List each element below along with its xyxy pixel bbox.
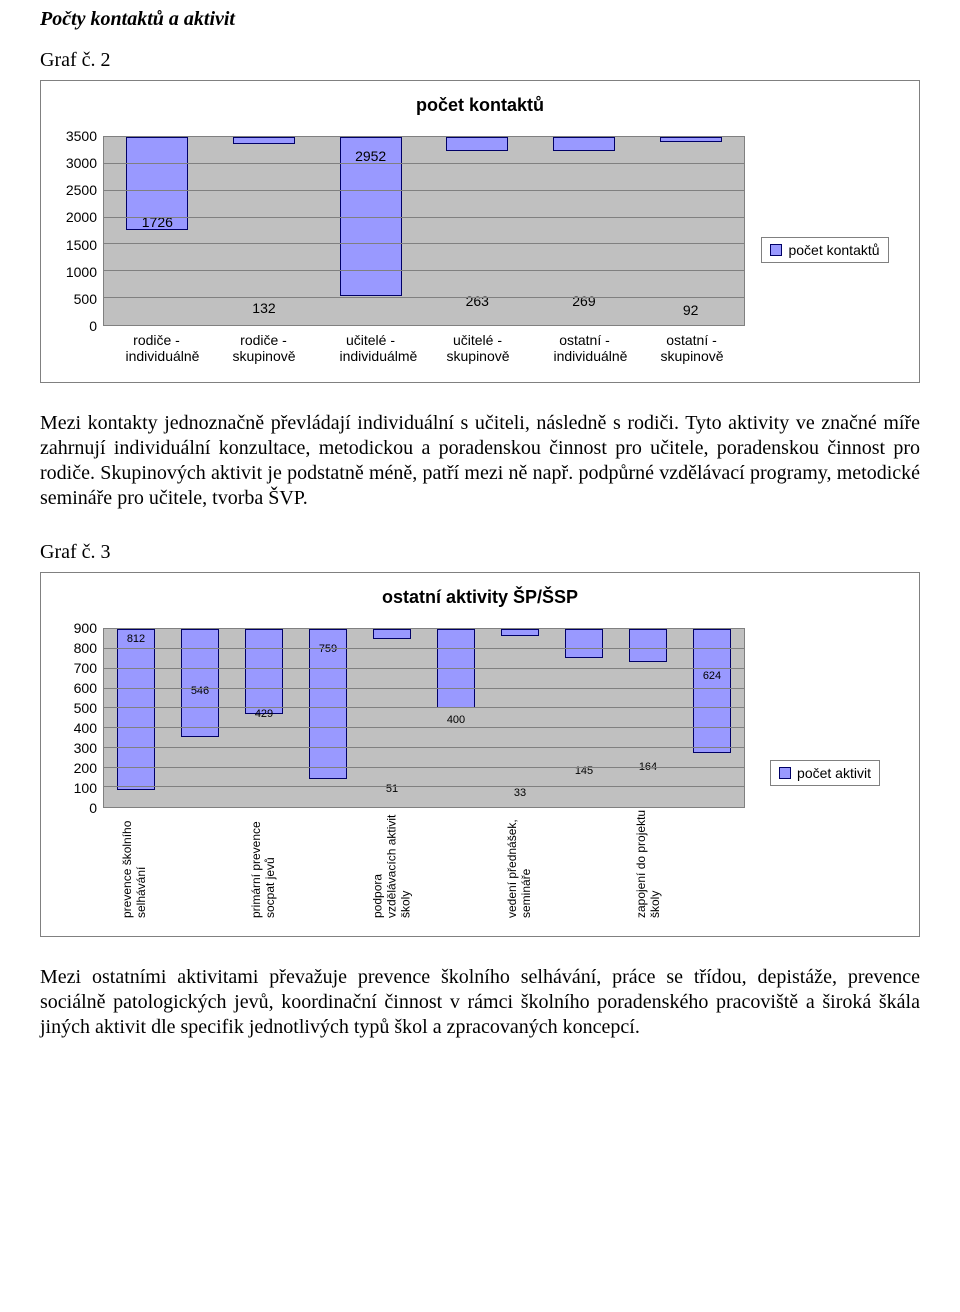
chart2-category: prevence školního selhávání — [121, 808, 149, 918]
chart2-ytick: 700 — [55, 660, 97, 676]
chart1-bar — [660, 137, 722, 142]
chart-1: počet kontaktů 0 500 1000 1500 2000 2500 3000 3… — [40, 80, 920, 383]
chart2-yaxis: 0100200300400500600700800900 — [55, 628, 103, 808]
chart1-category: rodiče -skupinově — [233, 332, 295, 364]
chart1-xaxis: rodiče -individuálně rodiče -skupinově uči… — [103, 332, 745, 364]
chart1-ytick: 2000 — [55, 209, 97, 225]
chart2-ytick: 300 — [55, 740, 97, 756]
chart2-ytick: 800 — [55, 640, 97, 656]
graf2-label: Graf č. 2 — [40, 49, 920, 72]
chart1-category: ostatní -skupinově — [661, 332, 723, 364]
chart1-ytick: 500 — [55, 291, 97, 307]
chart2-bar — [629, 629, 667, 661]
chart2-plot: 8125464297595140033145164624 — [103, 628, 745, 808]
chart1-value-label: 92 — [660, 302, 722, 318]
chart1-category: rodiče -individuálně — [126, 332, 188, 364]
chart1-ytick: 3000 — [55, 155, 97, 171]
chart1-bar — [446, 137, 508, 151]
chart1-value-label: 269 — [553, 293, 615, 309]
section-heading: Počty kontaktů a aktivit — [40, 8, 920, 31]
chart1-category: učitelé -skupinově — [447, 332, 509, 364]
chart2-category: podpora vzdělávacích aktivit školy — [371, 808, 412, 918]
chart-2: ostatní aktivity ŠP/ŠSP 0 100 200 300 400 500… — [40, 572, 920, 937]
chart2-ytick: 900 — [55, 620, 97, 636]
chart2-ytick: 100 — [55, 780, 97, 796]
chart2-value-label: 51 — [373, 783, 411, 795]
chart2-ytick: 500 — [55, 700, 97, 716]
paragraph-2: Mezi ostatními aktivitami převažuje prev… — [40, 965, 920, 1040]
chart1-legend: počet kontaktů — [745, 136, 905, 364]
chart2-value-label: 429 — [245, 708, 283, 720]
legend-swatch — [779, 767, 791, 779]
chart1-value-label: 263 — [446, 293, 508, 309]
chart2-category: vedení přednášek, semináře — [507, 808, 535, 918]
chart1-ytick: 3500 — [55, 128, 97, 144]
chart2-value-label: 812 — [117, 633, 155, 645]
chart1-legend-label: počet kontaktů — [788, 242, 879, 258]
chart2-value-label: 400 — [437, 714, 475, 726]
chart2-ytick: 200 — [55, 760, 97, 776]
chart2-bar — [245, 629, 283, 714]
chart2-ytick: 600 — [55, 680, 97, 696]
chart2-legend: počet aktivit — [745, 628, 905, 918]
chart2-category: primární prevence socpat jevů — [250, 808, 278, 918]
chart1-yaxis: 0500100015002000250030003500 — [55, 136, 103, 326]
chart2-bar — [565, 629, 603, 658]
legend-swatch — [770, 244, 782, 256]
chart2-bar — [501, 629, 539, 636]
chart2-value-label: 33 — [501, 787, 539, 799]
chart2-value-label: 759 — [309, 643, 347, 655]
chart1-ytick: 1500 — [55, 237, 97, 253]
paragraph-1: Mezi kontakty jednoznačně převládají ind… — [40, 411, 920, 511]
chart2-ytick: 400 — [55, 720, 97, 736]
chart2-ytick: 0 — [55, 800, 97, 816]
chart2-bar — [373, 629, 411, 639]
chart1-ytick: 1000 — [55, 264, 97, 280]
chart2-xaxis: prevence školního selhávání primární prev… — [103, 808, 745, 918]
chart2-title: ostatní aktivity ŠP/ŠSP — [55, 587, 905, 608]
chart2-value-label: 624 — [693, 670, 731, 682]
chart1-bar — [553, 137, 615, 151]
chart1-ytick: 0 — [55, 318, 97, 334]
chart2-category: zapojení do projektu školy — [635, 808, 663, 918]
chart2-bar — [181, 629, 219, 737]
chart1-bar — [233, 137, 295, 144]
graf3-label: Graf č. 3 — [40, 541, 920, 564]
chart1-ytick: 2500 — [55, 182, 97, 198]
chart1-value-label: 132 — [233, 300, 295, 316]
chart1-category: ostatní -individuálně — [554, 332, 616, 364]
chart1-title: počet kontaktů — [55, 95, 905, 116]
chart2-legend-label: počet aktivit — [797, 765, 871, 781]
chart1-plot: 1726132295226326992 — [103, 136, 745, 326]
chart1-category: učitelé -individuálmě — [340, 332, 402, 364]
